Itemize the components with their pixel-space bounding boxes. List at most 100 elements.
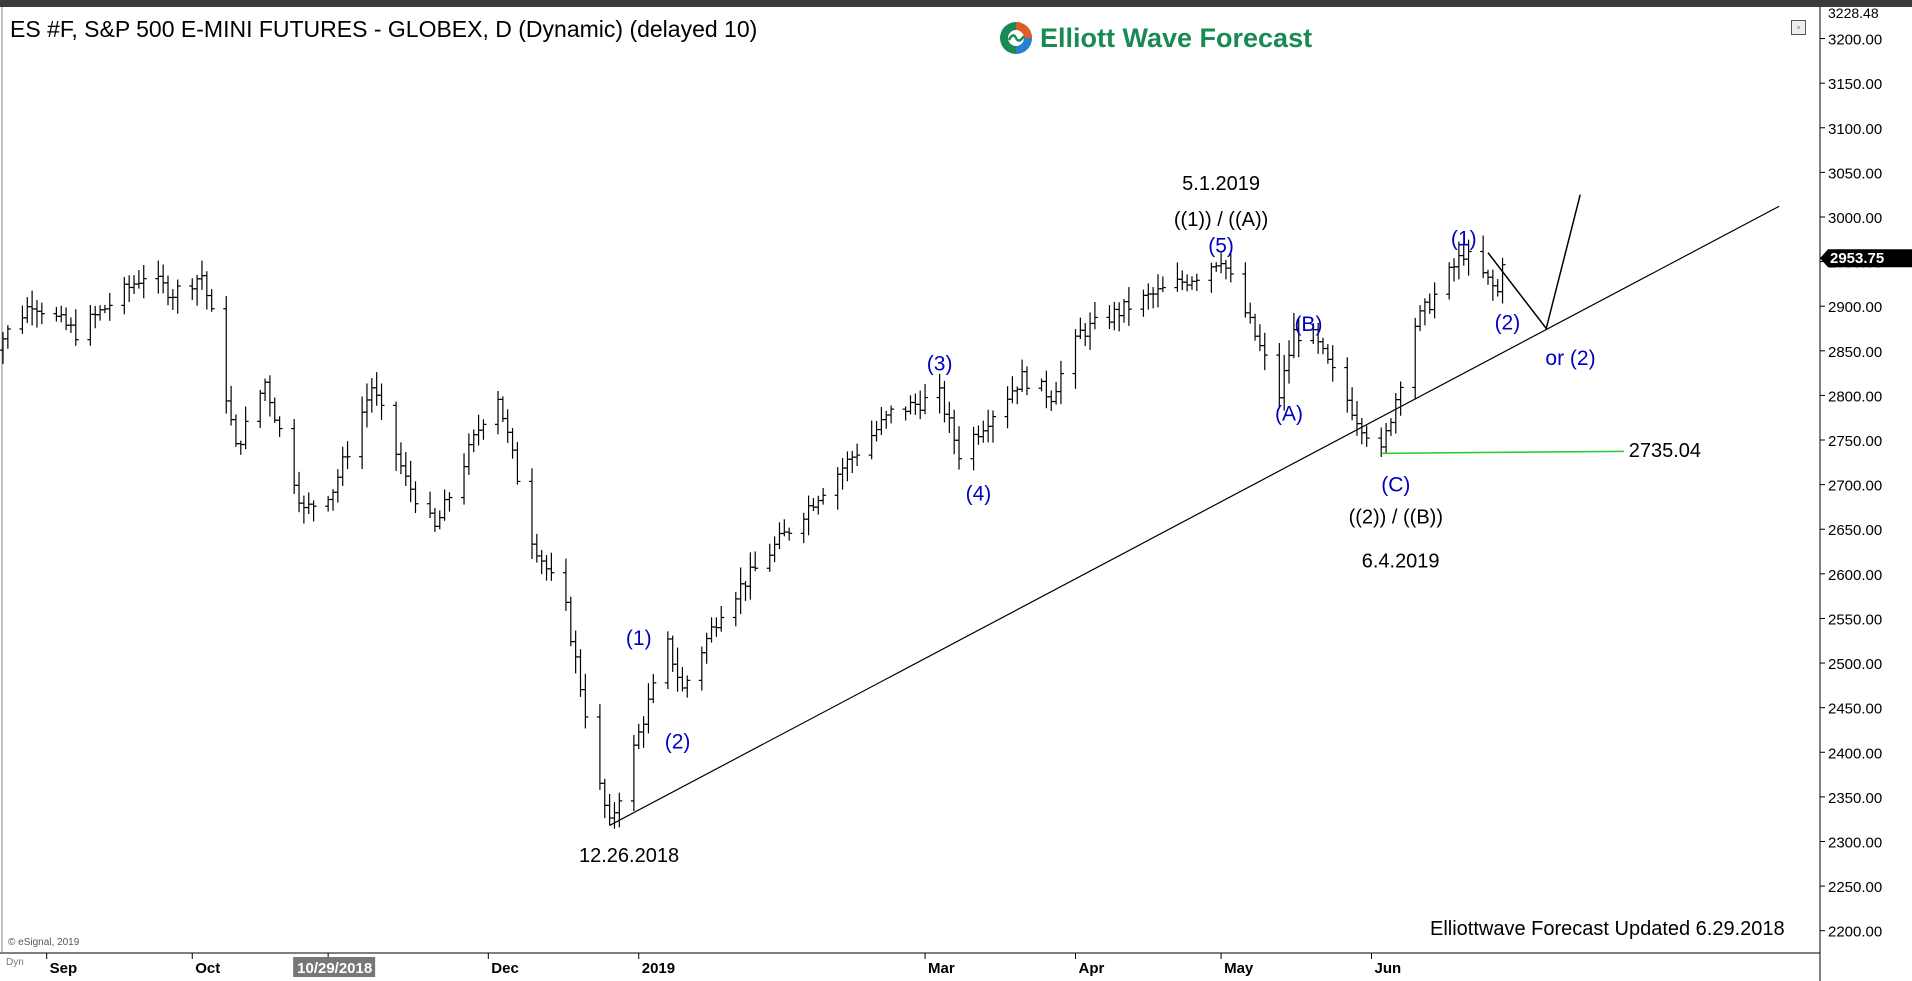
wave-annotation: (1) [626, 627, 652, 650]
ohlc-bar [878, 407, 885, 436]
ohlc-bar [431, 508, 438, 532]
ohlc-bar [509, 428, 516, 459]
last-price-badge [1820, 249, 1912, 268]
ohlc-bar [1072, 329, 1079, 389]
level-line-2735[interactable] [1381, 450, 1624, 455]
last-price-label: 2953.75 [1830, 250, 1884, 267]
ohlc-bar [582, 673, 589, 729]
ohlc-bar [990, 410, 996, 443]
ohlc-bar [1116, 302, 1123, 332]
y-tick-label: 3100.00 [1828, 121, 1882, 138]
ohlc-bar [1480, 235, 1487, 279]
ohlc-bar [344, 441, 351, 470]
ohlc-bar [1121, 298, 1128, 323]
ohlc-bar [650, 673, 657, 704]
ohlc-bar [325, 495, 332, 512]
x-tick-label: Dec [491, 960, 519, 977]
ohlc-bar [1009, 376, 1016, 404]
wave-annotation: (A) [1275, 402, 1303, 425]
ohlc-bar [1184, 274, 1191, 292]
ohlc-bar [1412, 317, 1419, 400]
x-tick-label: Apr [1079, 960, 1105, 977]
ohlc-bar [922, 383, 929, 415]
ohlc-bar [645, 683, 652, 734]
top-frame-bar [0, 0, 1912, 7]
x-tick-label: Mar [928, 960, 955, 977]
ohlc-bar [708, 617, 715, 643]
ohlc-bar [24, 297, 31, 324]
ohlc-bar [1256, 324, 1263, 352]
ohlc-bar [844, 451, 851, 482]
ohlc-bar [902, 406, 909, 421]
ohlc-bar [203, 271, 210, 310]
ohlc-bar [1426, 293, 1433, 314]
ohlc-bar [1038, 378, 1045, 392]
ohlc-bar [1048, 390, 1055, 411]
ohlc-bar [1227, 251, 1234, 283]
ohlc-bar [271, 397, 278, 423]
ohlc-bar [135, 270, 142, 289]
ohlc-bar [334, 469, 341, 503]
ohlc-bar [970, 426, 977, 471]
ohlc-bar [1004, 386, 1011, 429]
ohlc-bar [917, 390, 924, 420]
ohlc-bar [1222, 259, 1229, 280]
ohlc-bar [397, 442, 404, 475]
y-tick-label: 2500.00 [1828, 656, 1882, 673]
ohlc-bar [630, 734, 637, 812]
ohlc-bar [1465, 239, 1472, 276]
ohlc-bar [1150, 287, 1157, 309]
ohlc-bar [266, 375, 273, 417]
ohlc-bar [601, 778, 608, 819]
y-tick-label: 2650.00 [1828, 522, 1882, 539]
wave-annotation: (3) [927, 352, 953, 375]
ohlc-bar [868, 420, 875, 460]
projection-path[interactable] [1487, 194, 1581, 331]
dyn-label: Dyn [6, 957, 24, 968]
footer-note: Elliottwave Forecast Updated 6.29.2018 [1430, 918, 1785, 940]
ohlc-bar [257, 389, 264, 428]
ohlc-bar [805, 495, 812, 536]
ohlc-bar [669, 635, 676, 672]
ohlc-bar [33, 299, 40, 328]
x-tick-label: May [1224, 960, 1254, 977]
ohlc-bar [1344, 357, 1351, 413]
y-tick-label: 3050.00 [1828, 165, 1882, 182]
copyright-text: © eSignal, 2019 [8, 937, 80, 948]
ohlc-bar [873, 420, 880, 442]
ohlc-bar [237, 440, 244, 455]
ohlc-bar [393, 401, 400, 471]
ohlc-bar [567, 596, 574, 647]
ohlc-bar [373, 372, 380, 406]
x-tick-label: Oct [195, 960, 220, 977]
ohlc-bar [538, 549, 545, 575]
y-tick-label: 2850.00 [1828, 344, 1882, 361]
ohlc-bar [1286, 340, 1293, 384]
ohlc-bar [87, 304, 94, 346]
ohlc-bar [543, 555, 550, 581]
restore-window-icon[interactable]: ▫ [1791, 20, 1806, 35]
x-tick-highlight [293, 957, 376, 977]
ohlc-bar [1383, 422, 1390, 454]
ohlc-bar [276, 416, 283, 437]
y-tick-label: 2250.00 [1828, 879, 1882, 896]
ohlc-bar [1188, 276, 1195, 290]
ohlc-bar [296, 471, 303, 513]
y-tick-label: 3200.00 [1828, 32, 1882, 49]
wave-annotation: ((1)) / ((A)) [1174, 209, 1268, 231]
ohlc-bar [232, 414, 239, 447]
ohlc-bar [907, 395, 914, 415]
ohlc-bar [1193, 273, 1200, 291]
ohlc-bar [980, 420, 987, 443]
y-tick-label: 2700.00 [1828, 478, 1882, 495]
ohlc-bar [1057, 360, 1064, 405]
ohlc-bar [1174, 262, 1181, 292]
ohlc-bar [703, 632, 710, 664]
ohlc-bar [1247, 302, 1254, 324]
trendline[interactable] [609, 205, 1780, 826]
wave-annotation: (5) [1208, 235, 1234, 258]
ohlc-bar [368, 378, 375, 413]
ohlc-bar [834, 467, 841, 510]
